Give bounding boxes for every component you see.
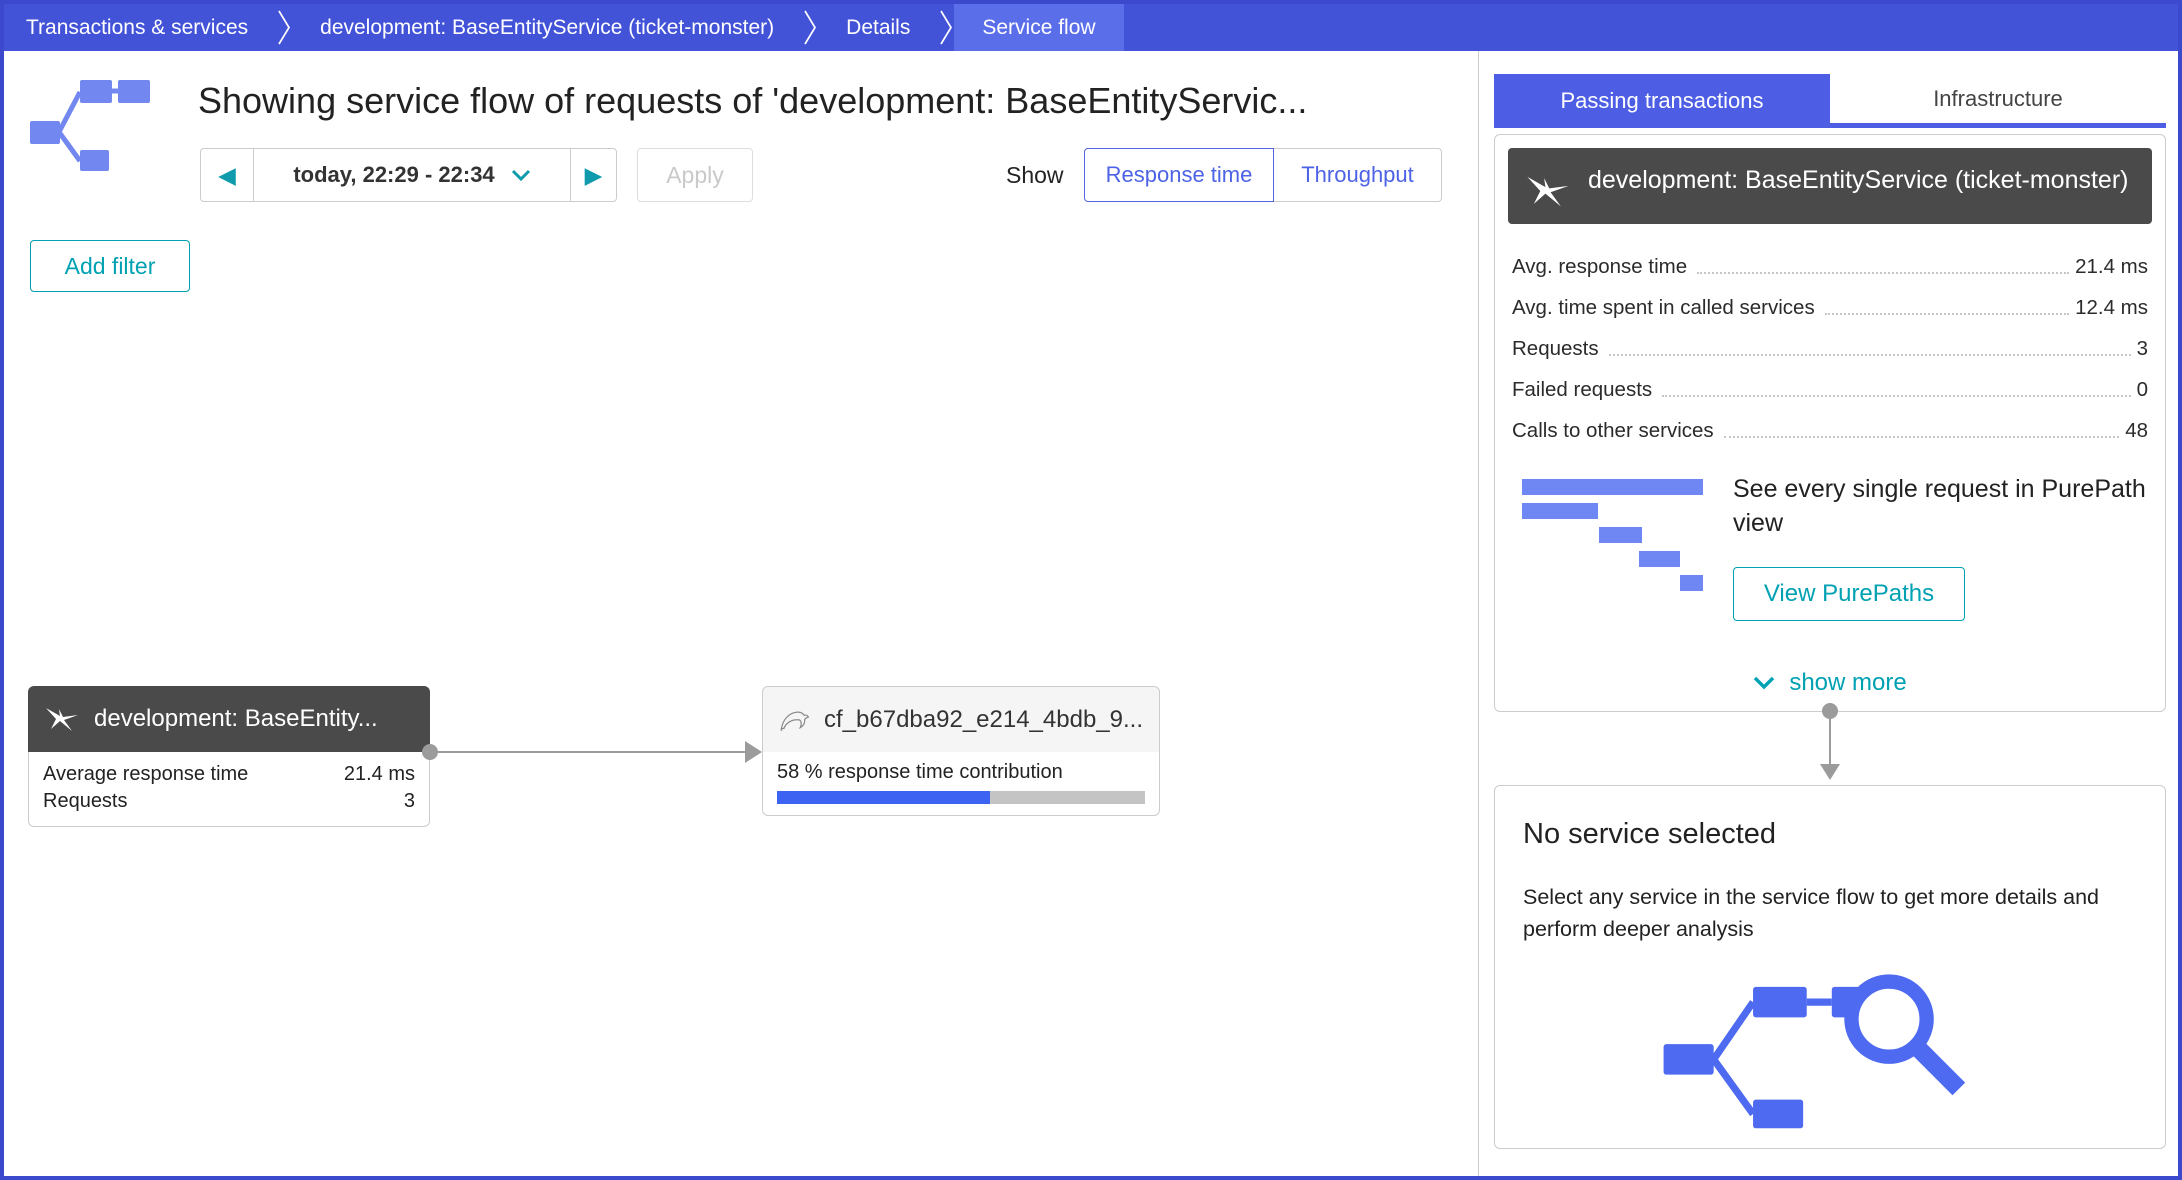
service-stats: Avg. response time 21.4 ms Avg. time spe… [1508,238,2152,443]
leader-dots [1824,313,2070,315]
vertical-divider [1478,51,1479,1176]
stat-value: 48 [2125,419,2148,442]
mysql-dolphin-icon [780,711,810,731]
stat-row: Failed requests 0 [1512,361,2148,402]
timeframe-display[interactable]: today, 22:29 - 22:34 [253,148,571,202]
stat-value: 0 [2136,378,2148,401]
stat-row: Calls to other services 48 [1512,402,2148,443]
stat-value: 3 [2136,337,2148,360]
next-timeframe-button[interactable]: ▶ [570,148,617,202]
service-node-source[interactable]: development: BaseEntity... Average respo… [28,686,430,827]
page-title: Showing service flow of requests of 'dev… [198,80,1308,121]
leader-dots [1608,354,2131,356]
show-more-label: show more [1789,669,1907,696]
contribution-bar-fill [777,791,991,804]
source-node-title: development: BaseEntity... [94,705,378,732]
timeframe-label: today, 22:29 - 22:34 [293,162,495,187]
throughput-toggle[interactable]: Throughput [1274,148,1442,202]
metric-label: Requests [43,790,128,812]
stat-label: Calls to other services [1512,419,1714,442]
breadcrumb-service-flow[interactable]: Service flow [954,4,1124,51]
service-card[interactable]: development: BaseEntityService (ticket-m… [1508,148,2152,224]
leader-dots [1697,272,2070,274]
breadcrumb-details[interactable]: Details [846,15,911,39]
response-time-toggle[interactable]: Response time [1084,148,1274,202]
edge-arrowhead-icon [745,741,762,763]
bird-icon [1527,176,1569,207]
stat-value: 12.4 ms [2075,296,2148,319]
chevron-separator-icon [276,4,292,51]
show-toggle-group: Response time Throughput [1084,148,1442,202]
sidebar-tabs: Passing transactions Infrastructure [1494,74,2166,128]
previous-timeframe-button[interactable]: ◀ [200,148,254,202]
panel-connector-line [1829,716,1831,764]
breadcrumb-transactions-services[interactable]: Transactions & services [26,15,249,39]
stat-label: Failed requests [1512,378,1653,401]
next-arrow-icon: ▶ [584,161,603,188]
breadcrumb: Transactions & services development: Bas… [4,4,2178,51]
purepath-promo: See every single request in PurePath vie… [1508,473,2152,621]
show-more-link[interactable]: show more [1495,669,2165,697]
tab-infrastructure[interactable]: Infrastructure [1933,85,2063,111]
stat-label: Avg. response time [1512,255,1688,278]
timeframe-selector: ◀ today, 22:29 - 22:34 ▶ Apply [200,148,753,202]
chevron-down-icon [511,169,530,181]
stat-label: Requests [1512,337,1599,360]
chevron-separator-icon [802,4,818,51]
stat-label: Avg. time spent in called services [1512,296,1815,319]
leader-dots [1723,436,2120,438]
metric-row: Requests 3 [43,788,415,815]
stat-row: Requests 3 [1512,320,2148,361]
view-purepaths-button[interactable]: View PurePaths [1733,566,1965,621]
passing-transactions-panel: development: BaseEntityService (ticket-m… [1494,134,2166,712]
show-label: Show [1006,162,1064,188]
service-node-target[interactable]: cf_b67dba92_e214_4bdb_9... 58 % response… [762,686,1160,816]
tab-passing-transactions[interactable]: Passing transactions [1494,74,1830,128]
service-flow-magnifier-icon [1523,960,2137,1162]
bird-icon [46,708,78,731]
panel-connector-arrowhead-icon [1820,764,1840,780]
chevron-down-icon [1754,676,1775,690]
metric-row: Average response time 21.4 ms [43,761,415,788]
purepath-text: See every single request in PurePath vie… [1733,475,2146,537]
metric-value: 3 [403,790,415,812]
service-card-title: development: BaseEntityService (ticket-m… [1588,166,2129,194]
purepath-gantt-icon [1522,473,1703,621]
metric-value: 21.4 ms [343,763,415,785]
target-node-title: cf_b67dba92_e214_4bdb_9... [824,705,1143,733]
metric-label: Average response time [43,763,249,785]
previous-arrow-icon: ◀ [218,161,236,188]
panel-connector-dot [1822,703,1838,719]
add-filter-button[interactable]: Add filter [30,240,190,292]
no-service-panel: No service selected Select any service i… [1494,785,2166,1149]
contribution-label: 58 % response time contribution [777,761,1063,783]
leader-dots [1662,395,2131,397]
breadcrumb-service[interactable]: development: BaseEntityService (ticket-m… [320,15,775,39]
no-service-title: No service selected [1523,818,1777,850]
stat-row: Avg. response time 21.4 ms [1512,238,2148,279]
edge-line [430,751,746,753]
apply-button[interactable]: Apply [637,148,753,202]
no-service-description: Select any service in the service flow t… [1523,885,2100,942]
stat-value: 21.4 ms [2075,255,2148,278]
service-flow-icon [30,74,162,197]
chevron-separator-icon [938,4,954,51]
contribution-bar [777,791,1145,804]
stat-row: Avg. time spent in called services 12.4 … [1512,279,2148,320]
